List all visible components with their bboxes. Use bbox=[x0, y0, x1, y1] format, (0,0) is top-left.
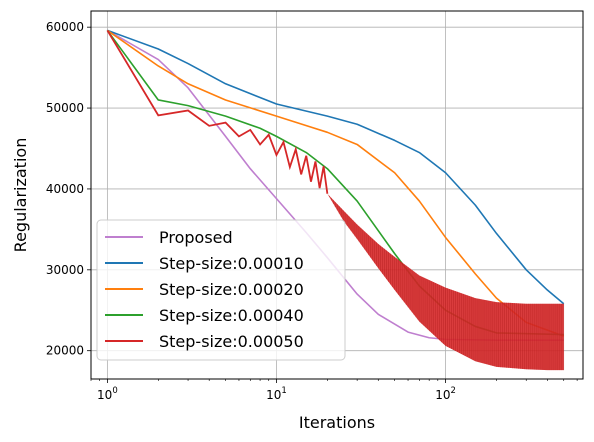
legend: Proposed Step-size:0.00010 Step-size:0.000… bbox=[96, 219, 346, 361]
y-tick-label: 50000 bbox=[46, 101, 84, 115]
series-line-step-size-0-00020 bbox=[106, 29, 565, 337]
y-tick-label: 20000 bbox=[46, 344, 84, 358]
y-tick-label: 60000 bbox=[46, 20, 84, 34]
x-axis-label: Iterations bbox=[299, 413, 375, 432]
x-axis: 100 101 102 bbox=[90, 379, 578, 402]
legend-box bbox=[96, 219, 346, 361]
legend-label: Proposed bbox=[159, 228, 233, 247]
legend-label: Step-size:0.00050 bbox=[159, 332, 304, 351]
y-tick-label: 30000 bbox=[46, 263, 84, 277]
series-line-step-size-0-00010 bbox=[107, 29, 565, 305]
legend-label: Step-size:0.00040 bbox=[159, 306, 304, 325]
plot-frame bbox=[90, 10, 584, 380]
x-tick-label: 102 bbox=[435, 386, 456, 402]
series-oscillation-step-size-0-00050 bbox=[328, 195, 565, 371]
y-axis-label: Regularization bbox=[11, 138, 30, 253]
y-axis: 20000 30000 40000 50000 60000 bbox=[46, 20, 91, 358]
x-tick-label: 100 bbox=[97, 386, 118, 402]
legend-label: Step-size:0.00020 bbox=[159, 280, 304, 299]
x-tick-label: 101 bbox=[266, 386, 287, 402]
legend-label: Step-size:0.00010 bbox=[159, 254, 304, 273]
y-tick-label: 40000 bbox=[46, 182, 84, 196]
series-line-step-size-0-00050 bbox=[106, 29, 329, 194]
